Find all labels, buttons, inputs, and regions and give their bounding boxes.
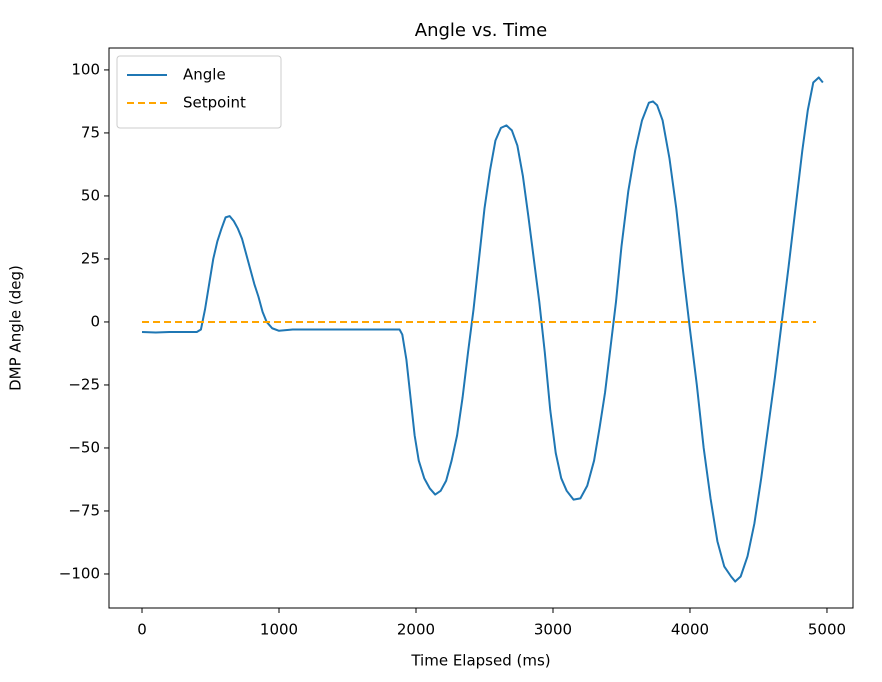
x-tick-label: 1000 xyxy=(260,621,298,639)
x-tick-label: 5000 xyxy=(808,621,846,639)
y-tick-label: 50 xyxy=(81,186,100,204)
x-axis-label: Time Elapsed (ms) xyxy=(410,652,550,670)
y-tick-label: −75 xyxy=(68,501,100,519)
chart-title: Angle vs. Time xyxy=(415,20,547,41)
y-tick-label: 0 xyxy=(90,312,100,330)
x-tick-label: 3000 xyxy=(534,621,572,639)
y-tick-label: 25 xyxy=(81,249,100,267)
y-axis-label: DMP Angle (deg) xyxy=(7,265,25,391)
y-tick-label: −25 xyxy=(68,375,100,393)
plot-frame xyxy=(108,47,854,609)
y-tick-label: −50 xyxy=(68,438,100,456)
data-line xyxy=(141,76,824,583)
y-tick-label: 75 xyxy=(81,123,100,141)
y-tick-label: −100 xyxy=(59,564,100,582)
legend-label: Angle xyxy=(183,66,226,84)
y-tick-label: 100 xyxy=(71,60,100,78)
x-tick-label: 0 xyxy=(137,621,147,639)
x-tick-label: 4000 xyxy=(671,621,709,639)
x-tick-label: 2000 xyxy=(397,621,435,639)
legend-label: Setpoint xyxy=(183,94,246,112)
